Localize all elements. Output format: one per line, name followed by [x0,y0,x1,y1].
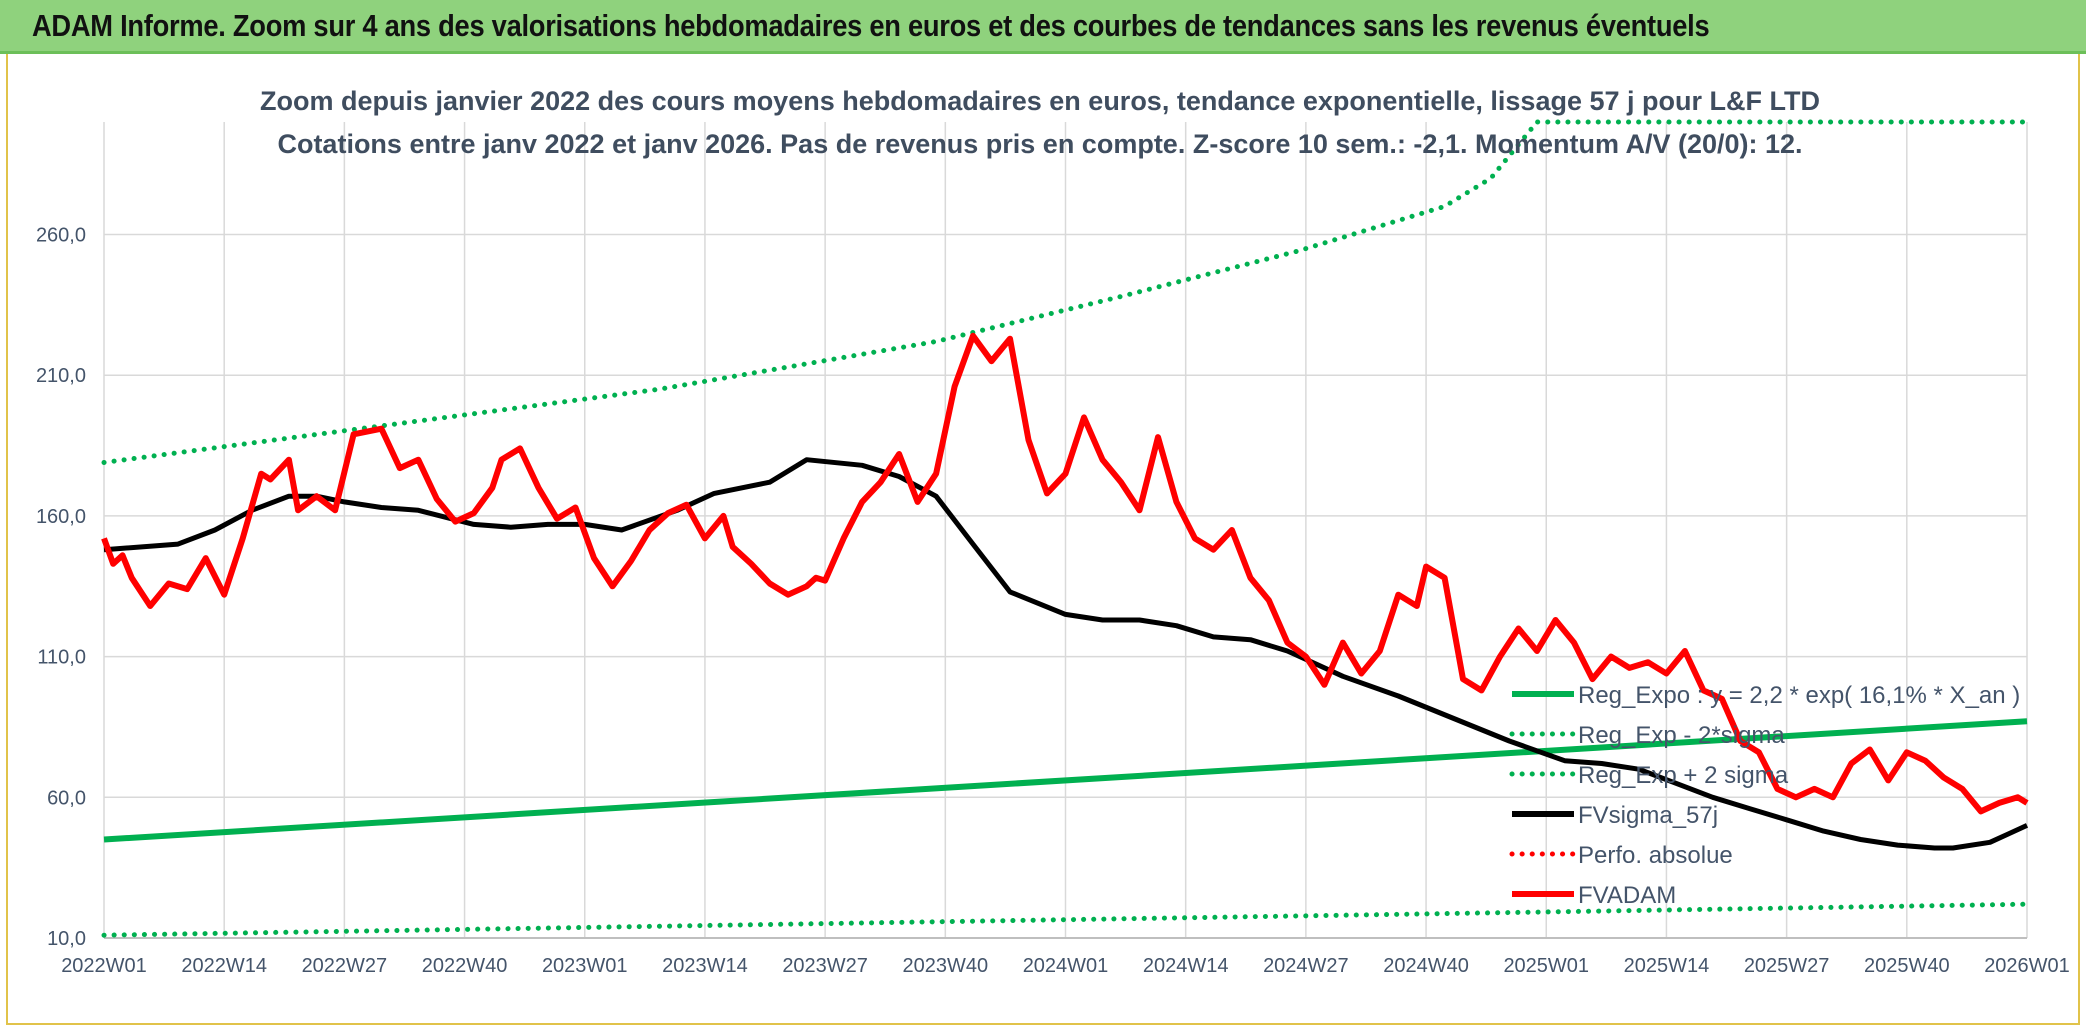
x-axis-ticks: 2022W01 2022W14 2022W27 2022W40 2023W01 2023W… [61,955,2070,977]
x-tick-label: 2022W27 [302,955,388,977]
x-tick-label: 2022W14 [181,955,267,977]
x-tick-label: 2025W01 [1503,955,1589,977]
series-layer [101,119,2030,938]
header-bar: ADAM Informe. Zoom sur 4 ans des valoris… [0,0,2086,54]
chart-frame [6,54,2080,1025]
legend-entry: Reg_Exp - 2*sigma [1578,722,1785,749]
x-tick-label: 2025W27 [1744,955,1830,977]
x-tick-label: 2025W40 [1864,955,1950,977]
x-tick-label: 2024W27 [1263,955,1349,977]
y-axis-ticks: 10,0 60,0 110,0 160,0 210,0 260,0 [36,225,86,950]
x-tick-label: 2025W14 [1624,955,1710,977]
x-tick-label: 2023W01 [542,955,628,977]
x-tick-label: 2023W40 [903,955,989,977]
legend-entry: Reg_Expo : y = 2,2 * exp( 16,1% * X_an ) [1578,682,2020,709]
x-tick-label: 2022W01 [61,955,147,977]
chart-title: Zoom depuis janvier 2022 des cours moyen… [260,86,1820,116]
x-tick-label: 2024W40 [1383,955,1469,977]
y-tick-label: 160,0 [36,506,86,528]
series-reg-exp-plus-2sigma [101,119,2030,465]
y-tick-label: 210,0 [36,365,86,387]
x-tick-label: 2022W40 [422,955,508,977]
legend-entry: Reg_Exp + 2 sigma [1578,762,1789,789]
series-fvadam [101,332,2029,815]
x-tick-label: 2023W14 [662,955,748,977]
x-tick-label: 2023W27 [782,955,868,977]
y-tick-label: 260,0 [36,225,86,247]
y-tick-label: 60,0 [47,787,86,809]
y-tick-label: 110,0 [37,647,86,669]
legend-entry: FVsigma_57j [1578,802,1718,829]
legend-entry: Perfo. absolue [1578,842,1733,869]
chart-subtitle: Cotations entre janv 2022 et janv 2026. … [277,129,1802,159]
y-tick-label: 10,0 [47,928,86,950]
series-fvsigma-57j [103,457,2029,851]
x-tick-label: 2024W01 [1023,955,1109,977]
series-reg-exp-minus-2sigma [101,901,2030,938]
grid [103,122,2028,939]
legend-entry: FVADAM [1578,882,1676,909]
x-tick-label: 2024W14 [1143,955,1229,977]
x-tick-label: 2026W01 [1984,955,2070,977]
page-title: ADAM Informe. Zoom sur 4 ans des valoris… [32,8,1710,43]
legend: Reg_Expo : y = 2,2 * exp( 16,1% * X_an )… [1509,682,2020,909]
series-reg-expo [103,718,2028,843]
